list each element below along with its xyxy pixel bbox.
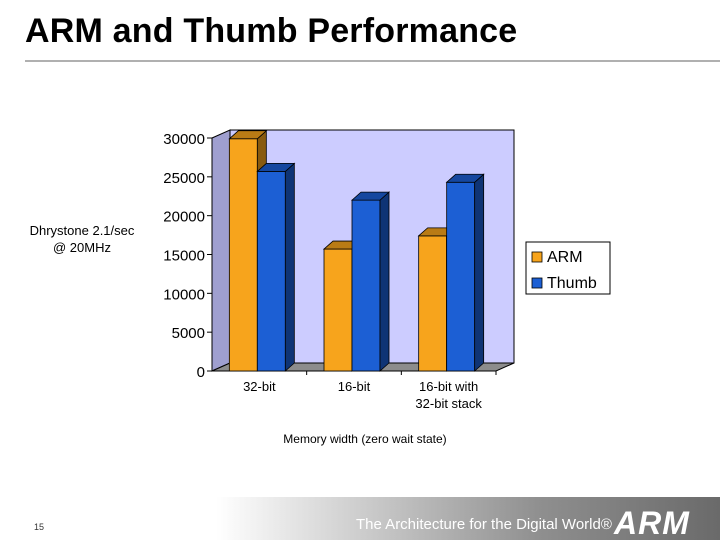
footer-tagline: The Architecture for the Digital World®	[356, 516, 612, 533]
bar-arm-2	[418, 235, 448, 372]
x-tick-label: 16-bit with	[419, 379, 478, 394]
bar-top-thumb-1	[350, 191, 391, 201]
bar-side-thumb-1	[379, 191, 390, 372]
y-tick-label: 25000	[163, 170, 205, 187]
legend-swatch-thumb	[531, 277, 543, 289]
chart-y-axis-label: Dhrystone 2.1/sec @ 20MHz	[29, 223, 135, 255]
x-tick-label: 32-bit stack	[415, 396, 482, 411]
page-number: 15	[34, 522, 45, 532]
slide-title: ARM and Thumb Performance	[25, 12, 518, 50]
y-tick-label: 5000	[172, 325, 205, 342]
bar-thumb-2	[446, 181, 476, 372]
plot-side-wall	[211, 129, 231, 372]
y-tick-label: 20000	[163, 209, 205, 226]
bar-thumb-0	[256, 170, 286, 372]
bar-top-thumb-2	[445, 173, 485, 183]
y-tick-label: 0	[197, 364, 205, 381]
bar-arm-1	[323, 248, 353, 372]
y-tick-label: 10000	[163, 286, 205, 303]
footer-bar	[0, 497, 720, 540]
legend-swatch-arm	[531, 251, 543, 263]
legend-label-arm: ARM	[547, 249, 583, 266]
bar-thumb-1	[351, 199, 381, 372]
title-divider	[25, 60, 720, 62]
x-tick-label: 32-bit	[243, 379, 276, 394]
x-tick-label: 16-bit	[338, 379, 371, 394]
y-tick-label: 15000	[163, 248, 205, 265]
bar-side-thumb-0	[284, 162, 295, 372]
chart-x-axis-label: Memory width (zero wait state)	[283, 432, 447, 446]
bar-side-thumb-2	[474, 173, 485, 372]
legend-label-thumb: Thumb	[547, 275, 597, 292]
bar-top-thumb-0	[256, 162, 296, 172]
bar-chart: 0 5000 10000 15000 20000 25000 30000 32-bit 16-b…	[163, 129, 611, 411]
arm-logo: ARM	[614, 505, 690, 541]
bar-arm-0	[228, 138, 258, 372]
bar-top-arm-0	[228, 130, 268, 140]
y-tick-label: 30000	[163, 131, 205, 148]
